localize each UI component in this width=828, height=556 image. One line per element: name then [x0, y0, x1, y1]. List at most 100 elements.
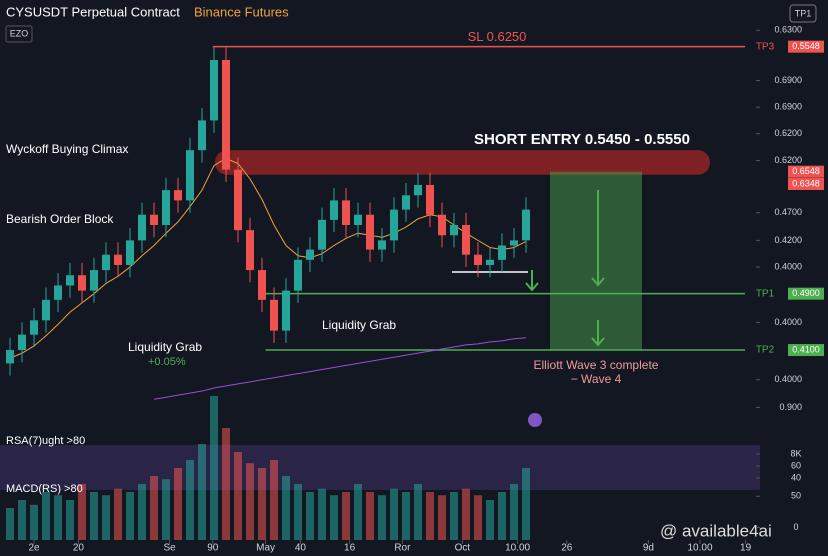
volume-bar — [150, 476, 158, 540]
volume-bar — [54, 495, 62, 540]
volume-bar — [126, 492, 134, 540]
volume-bar — [30, 504, 38, 540]
candle-body — [54, 285, 62, 300]
candle-body — [318, 219, 326, 250]
candle-body — [102, 254, 110, 271]
candle-body — [402, 195, 410, 210]
rsi-band — [0, 445, 760, 490]
volume-bar — [258, 468, 266, 540]
x-tick-label: 9d — [643, 543, 654, 554]
level-label: TP1 — [756, 288, 775, 299]
level-note: SL 0.6250 — [468, 29, 527, 44]
candle-body — [498, 245, 506, 260]
price-tag — [788, 165, 824, 178]
chart-subtitle: Binance Futures — [194, 4, 289, 19]
level-label: TP3 — [756, 41, 775, 52]
x-tick-label: 10.00 — [505, 543, 530, 554]
button[interactable]: TP1 — [795, 8, 812, 18]
annotation: Bearish Order Block — [6, 212, 114, 226]
panel-tick-label: 0 — [793, 522, 798, 532]
candle-body — [390, 209, 398, 241]
volume-bar — [222, 428, 230, 540]
volume-bar — [186, 460, 194, 540]
volume-bar — [66, 500, 74, 540]
panel-label: MACD(RS) >80 — [6, 483, 83, 495]
candle-body — [414, 185, 422, 196]
x-tick-label: 10.00 — [687, 543, 712, 554]
volume-bar — [450, 492, 458, 540]
level-label: TP2 — [756, 345, 775, 356]
volume-bar — [426, 492, 434, 540]
badge: EZO — [10, 28, 29, 38]
candle-body — [42, 299, 50, 321]
price-tag-label: 0.6348 — [792, 178, 820, 188]
volume-bar — [474, 495, 482, 540]
volume-bar — [354, 484, 362, 540]
volume-bar — [294, 484, 302, 540]
volume-bar — [486, 500, 494, 540]
candle-body — [30, 320, 38, 335]
annotation: Wyckoff Buying Climax — [6, 142, 128, 156]
y-tick-label: 0.6200 — [774, 128, 802, 138]
y-tick-label: 0.6200 — [774, 155, 802, 165]
candle-body — [66, 275, 74, 286]
candle-body — [426, 185, 434, 215]
candle-body — [222, 59, 230, 170]
candle-body — [366, 214, 374, 250]
volume-bar — [6, 508, 14, 540]
volume-bar — [42, 492, 50, 540]
volume-bar — [402, 492, 410, 540]
badge-box — [5, 25, 33, 43]
panel-tick-label: 8K — [790, 448, 801, 458]
x-tick-label: Se — [163, 543, 176, 554]
entry-zone — [215, 150, 710, 175]
candle-body — [198, 120, 206, 151]
candle-body — [210, 59, 218, 121]
candle-body — [126, 240, 134, 265]
annotation: +0.05% — [148, 356, 186, 368]
candle-body — [462, 225, 470, 255]
candle-body — [294, 259, 302, 291]
price-tag-label: 0.4100 — [792, 344, 820, 354]
candle-body — [18, 334, 26, 351]
arrow-head — [525, 282, 539, 292]
button-box[interactable] — [789, 4, 817, 23]
price-tag-label: 0.4900 — [792, 288, 820, 298]
candle-body — [90, 270, 98, 291]
price-tag — [788, 40, 824, 53]
volume-bar — [18, 500, 26, 540]
candle-body — [246, 230, 254, 271]
volume-bar — [282, 476, 290, 540]
price-tag — [788, 287, 824, 300]
y-tick-label: 0.4000 — [774, 261, 802, 271]
panel-tick-label: 40 — [791, 472, 801, 482]
candle-body — [342, 200, 350, 225]
panel-tick-label: 50 — [791, 491, 801, 501]
watermark: @ available4ai — [660, 521, 772, 540]
volume-bar — [510, 484, 518, 540]
volume-bar — [102, 495, 110, 540]
y-tick-label: 0.4000 — [774, 317, 802, 327]
x-tick-label: 16 — [344, 543, 356, 554]
y-tick-label: 0.6300 — [774, 25, 802, 35]
volume-bar — [366, 492, 374, 540]
y-tick-label: 0.4700 — [774, 207, 802, 217]
x-tick-label: May — [256, 543, 275, 554]
y-tick-label: 0.6900 — [774, 75, 802, 85]
x-tick-label: 40 — [295, 543, 307, 554]
candle-body — [270, 299, 278, 331]
ma-line — [153, 337, 527, 400]
volume-bar — [90, 492, 98, 540]
candle-body — [234, 169, 242, 231]
annotation: Elliott Wave 3 complete — [534, 358, 659, 372]
volume-bar — [174, 468, 182, 540]
x-tick-label: Oct — [455, 543, 471, 554]
volume-bar — [78, 484, 86, 540]
volume-bar — [210, 396, 218, 540]
candle-body — [6, 350, 14, 364]
candle-body — [78, 275, 86, 291]
volume-bar — [342, 492, 350, 540]
y-tick-label: 0.6900 — [774, 102, 802, 112]
x-tick-label: 20 — [73, 543, 85, 554]
volume-bar — [198, 444, 206, 540]
